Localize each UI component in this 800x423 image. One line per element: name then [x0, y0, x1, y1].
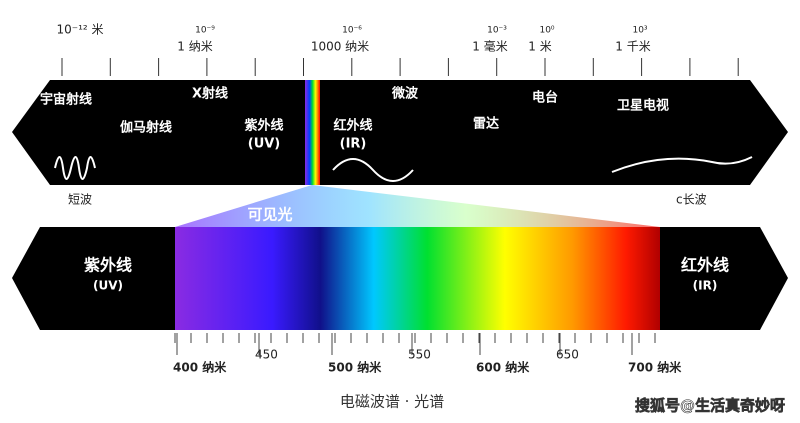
- scale-label: 10⁻⁹: [195, 26, 215, 36]
- visible-label: 可见光: [247, 206, 292, 224]
- label: 宇宙射线: [40, 92, 92, 108]
- visible-spectrum: [175, 227, 660, 330]
- top-ticks: [61, 58, 739, 76]
- scale-label: 600 纳米: [476, 360, 530, 375]
- label: 微波: [391, 86, 419, 102]
- scale-label: 550: [408, 348, 431, 362]
- ir-wave-icon: [332, 158, 414, 182]
- label: (UV): [93, 279, 123, 293]
- label: 雷达: [473, 116, 499, 132]
- label: (IR): [340, 137, 367, 152]
- label: (IR): [693, 279, 718, 293]
- watermark: 搜狐号@生活真奇妙呀: [635, 397, 785, 415]
- top-band: [12, 80, 788, 185]
- scale-label: 1 纳米: [177, 40, 212, 54]
- label: 短波: [68, 193, 92, 207]
- label: X射线: [192, 86, 228, 102]
- label: c长波: [676, 193, 707, 207]
- label: 卫星电视: [617, 98, 669, 114]
- label: (UV): [248, 137, 281, 152]
- scale-label: 10³: [632, 26, 647, 36]
- label: 红外线: [333, 118, 372, 134]
- label: 紫外线: [84, 256, 132, 275]
- scale-label: 10⁻⁶: [342, 26, 362, 36]
- label: 紫外线: [244, 118, 283, 134]
- scale-label: 1 千米: [615, 40, 650, 54]
- visible-slice: [305, 80, 320, 185]
- scale-label: 10⁻¹² 米: [56, 23, 103, 37]
- scale-label: 400 纳米: [173, 360, 227, 375]
- label: 伽马射线: [120, 120, 172, 136]
- caption: 电磁波谱 · 光谱: [340, 393, 444, 411]
- scale-label: 700 纳米: [628, 360, 682, 375]
- label: 红外线: [681, 256, 729, 275]
- visible-fan: [175, 185, 660, 227]
- bottom-ticks: [174, 333, 656, 355]
- scale-label: 1 米: [528, 40, 551, 54]
- scale-label: 1 毫米: [472, 39, 507, 54]
- scale-label: 450: [255, 348, 278, 362]
- scale-label: 500 纳米: [328, 360, 382, 375]
- label: 电台: [532, 90, 558, 106]
- scale-label: 1000 纳米: [311, 40, 369, 54]
- scale-label: 10⁻³: [487, 26, 507, 36]
- top-band-labels: 宇宙射线 伽马射线 X射线 紫外线 (UV) 红外线 (IR) 微波 雷达 电台…: [40, 86, 669, 152]
- scale-label: 10⁰: [539, 26, 554, 36]
- long-wave-icon: [611, 156, 753, 173]
- short-wave-icon: [54, 156, 96, 180]
- scale-label: 650: [556, 348, 579, 362]
